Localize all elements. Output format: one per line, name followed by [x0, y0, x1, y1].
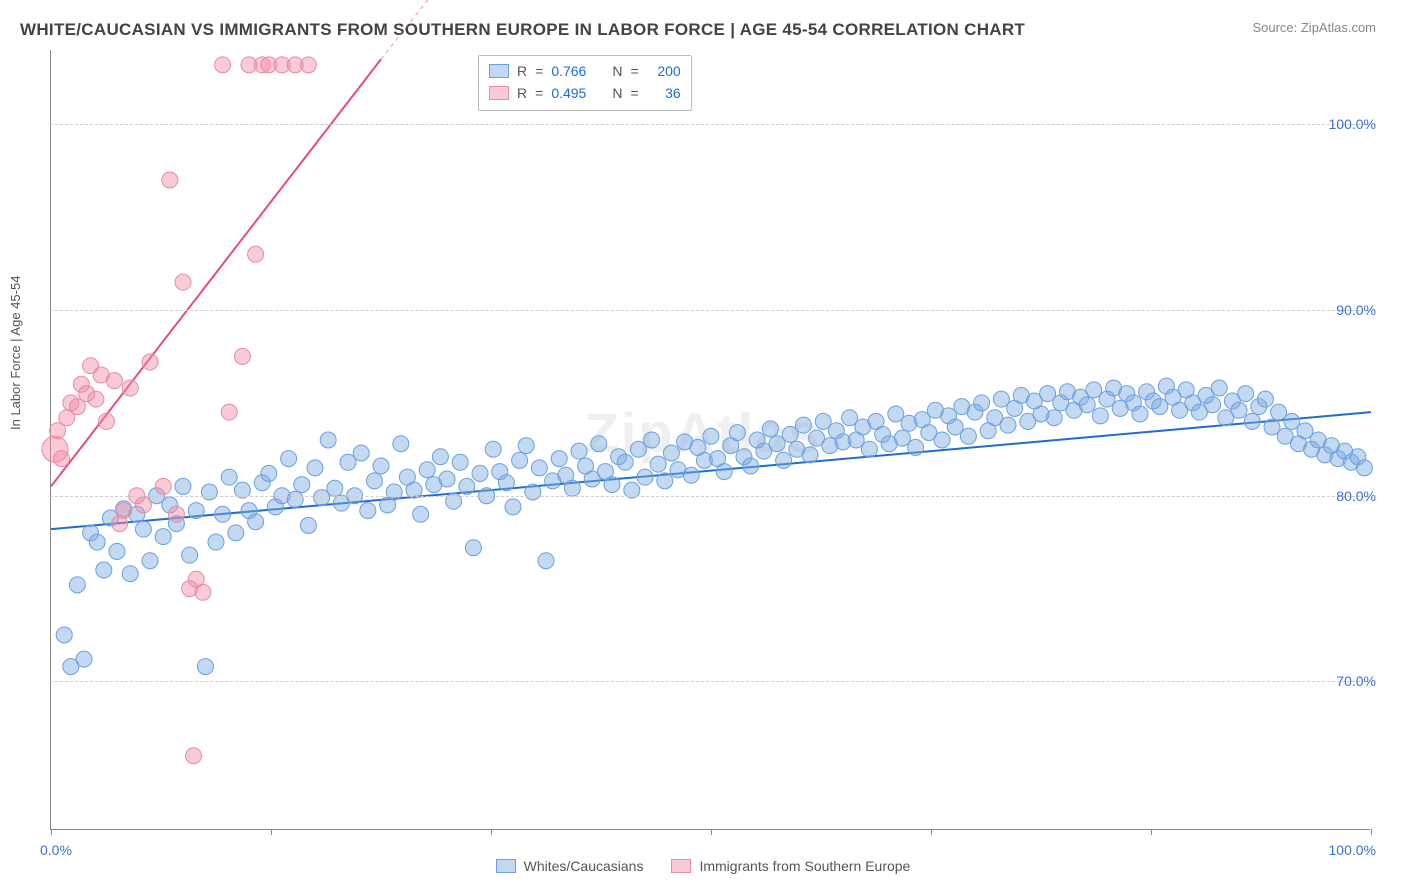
- legend-item: Immigrants from Southern Europe: [671, 858, 910, 874]
- y-tick-label: 100.0%: [1329, 116, 1376, 132]
- y-tick-label: 90.0%: [1336, 302, 1376, 318]
- x-tick-mark: [1151, 829, 1152, 835]
- legend-row: R = 0.495 N = 36: [489, 82, 681, 104]
- legend-eq: =: [535, 85, 543, 101]
- x-tick-mark: [931, 829, 932, 835]
- x-tick-label: 0.0%: [40, 842, 72, 858]
- legend-r-value: 0.495: [551, 85, 586, 101]
- legend-swatch: [671, 859, 691, 873]
- legend-n-label: N: [612, 85, 622, 101]
- x-tick-mark: [711, 829, 712, 835]
- y-tick-label: 80.0%: [1336, 488, 1376, 504]
- legend-label: Immigrants from Southern Europe: [699, 858, 910, 874]
- y-axis-label: In Labor Force | Age 45-54: [8, 276, 23, 430]
- legend-eq: =: [630, 85, 638, 101]
- legend-swatch: [489, 86, 509, 100]
- correlation-legend: R = 0.766 N = 200 R = 0.495 N = 36: [478, 55, 692, 111]
- legend-item: Whites/Caucasians: [496, 858, 644, 874]
- y-tick-label: 70.0%: [1336, 673, 1376, 689]
- legend-label: Whites/Caucasians: [524, 858, 644, 874]
- legend-eq: =: [630, 63, 638, 79]
- x-tick-mark: [51, 829, 52, 835]
- legend-n-value: 36: [647, 85, 681, 101]
- gridline: [50, 310, 1370, 311]
- x-tick-mark: [1371, 829, 1372, 835]
- legend-n-value: 200: [647, 63, 681, 79]
- gridline: [50, 496, 1370, 497]
- plot-area: [50, 50, 1370, 830]
- legend-eq: =: [535, 63, 543, 79]
- legend-r-value: 0.766: [551, 63, 586, 79]
- legend-row: R = 0.766 N = 200: [489, 60, 681, 82]
- x-tick-label: 100.0%: [1329, 842, 1376, 858]
- legend-r-label: R: [517, 63, 527, 79]
- gridline: [50, 124, 1370, 125]
- legend-r-label: R: [517, 85, 527, 101]
- legend-swatch: [489, 64, 509, 78]
- scatter-svg: [51, 50, 1371, 830]
- legend-n-label: N: [612, 63, 622, 79]
- legend-swatch: [496, 859, 516, 873]
- chart-title: WHITE/CAUCASIAN VS IMMIGRANTS FROM SOUTH…: [20, 20, 1025, 40]
- series-legend: Whites/Caucasians Immigrants from Southe…: [0, 858, 1406, 874]
- x-tick-mark: [271, 829, 272, 835]
- source-credit: Source: ZipAtlas.com: [1252, 20, 1376, 35]
- x-tick-mark: [491, 829, 492, 835]
- gridline: [50, 681, 1370, 682]
